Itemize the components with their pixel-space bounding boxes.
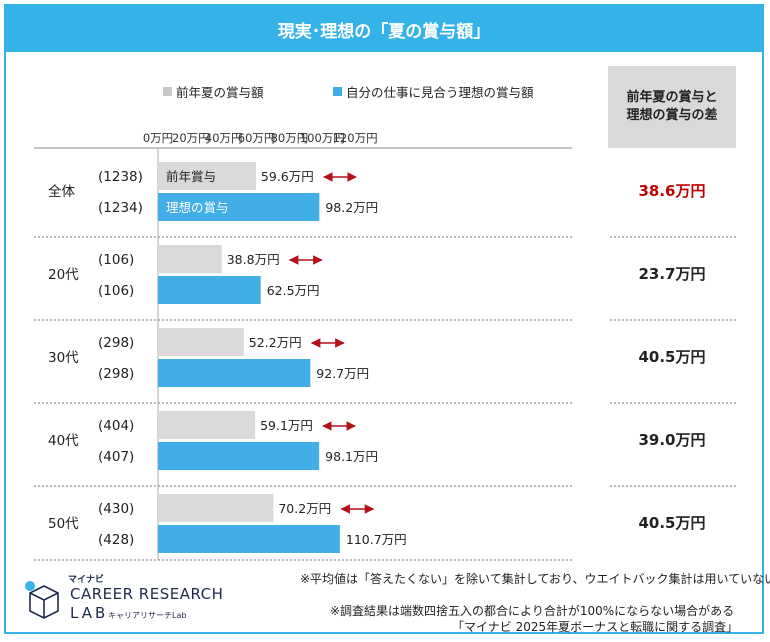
bar-prev [158,162,256,190]
bar-ideal [158,276,261,304]
legend-prev-swatch [163,87,172,96]
category-label: 全体 [48,183,75,200]
difference-value: 40.5万円 [638,348,706,366]
difference-value: 23.7万円 [638,265,706,283]
value-label-prev: 59.1万円 [260,418,313,433]
value-label-ideal: 98.2万円 [325,200,378,215]
legend-prev: 前年夏の賞与額 [163,82,264,101]
sample-size-prev: (430) [98,501,134,517]
x-tick-label-120: 120万円 [333,131,378,145]
x-tick-label-0: 0万円 [143,131,173,145]
note-average: ※平均値は「答えたくない」を除いて集計しており、ウエイトバック集計は用いていない [300,572,770,586]
bar-ideal [158,193,320,221]
lab-cube-icon [25,581,59,619]
x-tick-label-60: 60万円 [238,131,276,145]
x-tick-label-80: 80万円 [271,131,309,145]
logo-brand: マイナビ [68,575,104,585]
sample-size-ideal: (407) [98,449,134,465]
x-tick-label-100: 100万円 [300,131,345,145]
value-label-prev: 59.6万円 [261,169,314,184]
bar-prev [158,328,244,356]
logo: マイナビ CAREER RESEARCH LAB キャリアリサーチLab [24,570,224,630]
difference-column-header: 前年夏の賞与と 理想の賞与の差 [608,66,736,148]
sample-size-prev: (404) [98,418,134,434]
sample-size-prev: (1238) [98,169,143,185]
value-label-ideal: 92.7万円 [316,366,369,381]
note-rounding: ※調査結果は端数四捨五入の都合により合計が100%にならない場合がある [330,604,735,618]
infographic-frame: 現実･理想の「夏の賞与額」 [4,4,764,634]
category-label: 30代 [48,350,79,366]
value-label-prev: 38.8万円 [227,252,280,267]
logo-line1: CAREER RESEARCH [70,585,224,603]
value-label-prev: 70.2万円 [278,501,331,516]
sample-size-prev: (298) [98,335,134,351]
note-survey-name: 「マイナビ 2025年夏ボーナスと転職に関する調査」 [452,620,739,634]
logo-line2: LAB [70,604,109,622]
value-label-ideal: 98.1万円 [325,449,378,464]
x-tick-label-40: 40万円 [205,131,243,145]
inbar-label-prev: 前年賞与 [166,169,216,184]
bar-prev [158,494,274,522]
bar-ideal [158,525,340,553]
bar-prev [158,411,256,439]
chart-title: 現実･理想の「夏の賞与額」 [6,6,762,52]
bar-ideal [158,359,311,387]
category-label: 20代 [48,267,79,283]
x-tick-label-20: 20万円 [172,131,210,145]
sample-size-ideal: (298) [98,366,134,382]
difference-value: 38.6万円 [638,182,706,200]
bar-ideal [158,442,320,470]
sample-size-ideal: (106) [98,283,134,299]
value-label-prev: 52.2万円 [249,335,302,350]
legend-ideal: 自分の仕事に見合う理想の賞与額 [333,82,534,101]
sample-size-ideal: (1234) [98,200,143,216]
value-label-ideal: 62.5万円 [267,283,320,298]
legend-ideal-swatch [333,87,342,96]
difference-value: 39.0万円 [638,431,706,449]
inbar-label-ideal: 理想の賞与 [166,200,229,215]
legend-prev-label: 前年夏の賞与額 [176,85,264,100]
logo-line3: キャリアリサーチLab [108,611,187,620]
sample-size-prev: (106) [98,252,134,268]
value-label-ideal: 110.7万円 [346,532,407,547]
sample-size-ideal: (428) [98,532,134,548]
difference-value: 40.5万円 [638,514,706,532]
bar-prev [158,245,222,273]
category-label: 40代 [48,433,79,449]
category-label: 50代 [48,516,79,532]
legend-ideal-label: 自分の仕事に見合う理想の賞与額 [346,85,534,100]
